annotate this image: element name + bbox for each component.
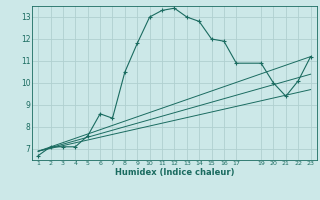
X-axis label: Humidex (Indice chaleur): Humidex (Indice chaleur) xyxy=(115,168,234,177)
